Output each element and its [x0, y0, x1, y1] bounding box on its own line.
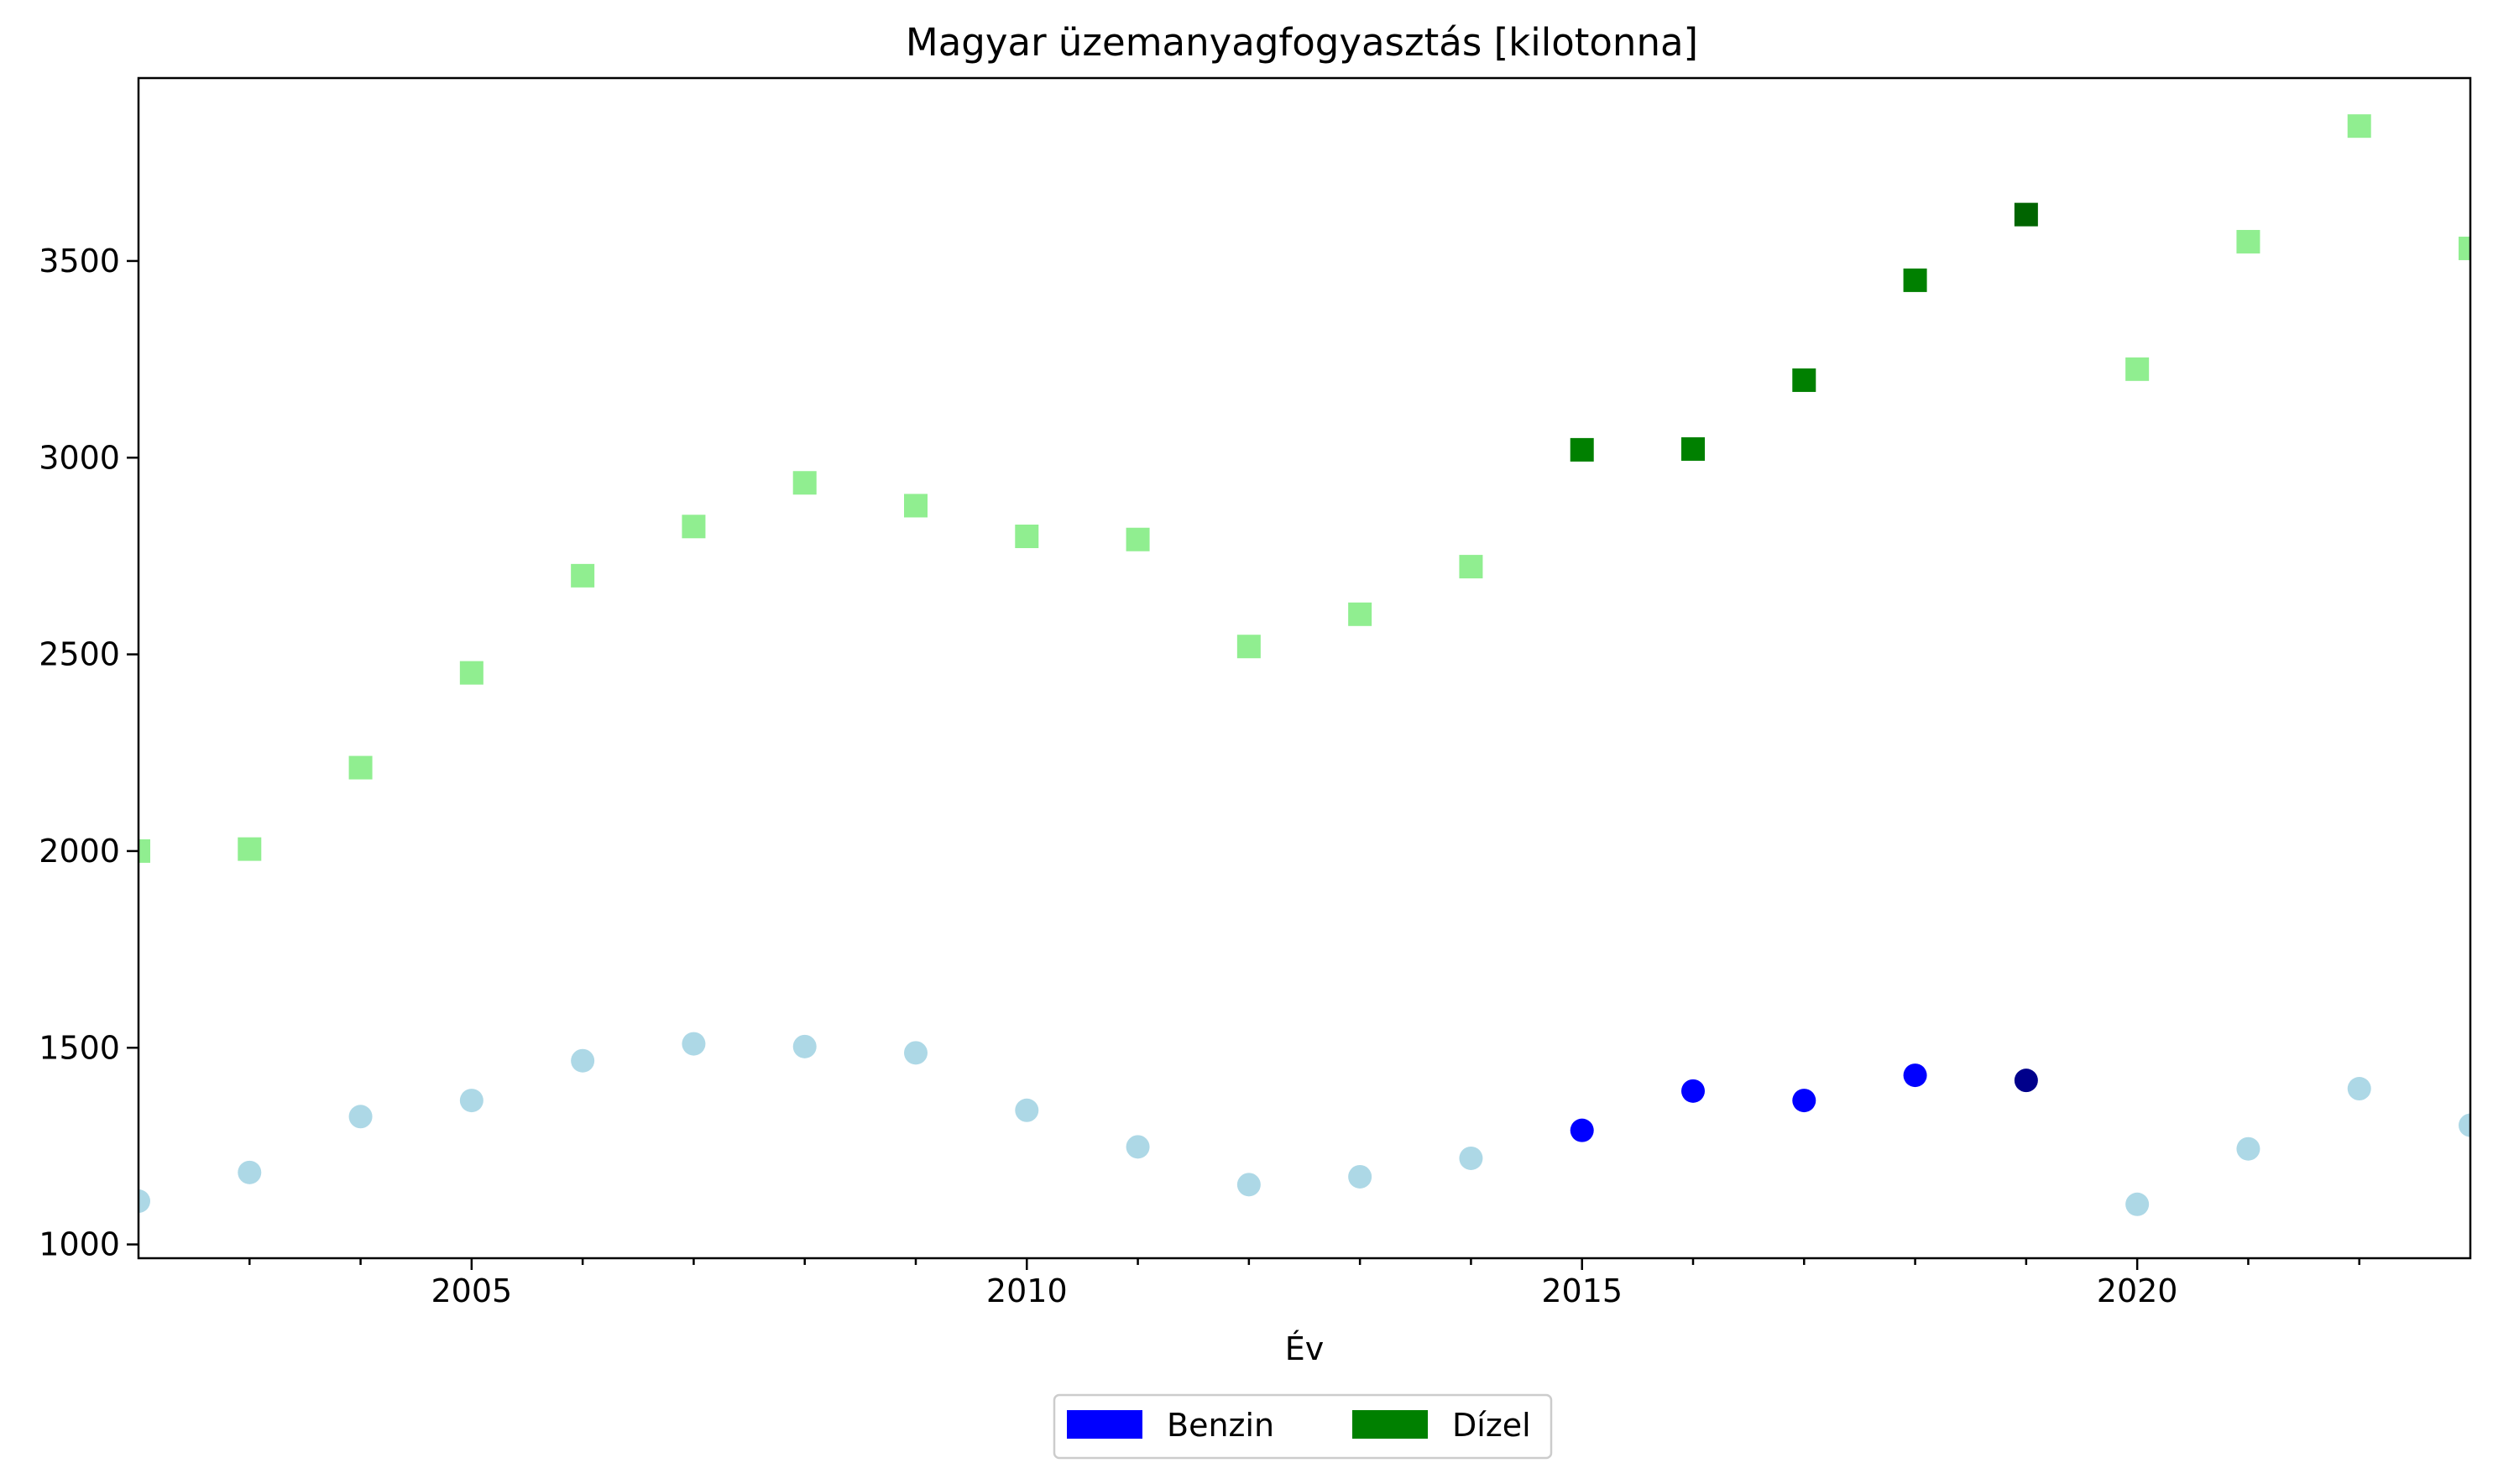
point-benzin-2015: [1570, 1118, 1594, 1142]
point-dizel-2022: [2347, 114, 2371, 138]
point-dizel-2007: [682, 515, 706, 539]
chart-title: Magyar üzemanyagfogyasztás [kilotonna]: [906, 20, 1698, 65]
x-axis-label: Év: [1285, 1330, 1325, 1367]
point-dizel-2015: [1570, 437, 1594, 462]
point-dizel-2004: [348, 755, 373, 780]
legend-label-benzin: Benzin: [1167, 1407, 1274, 1444]
y-tick-label-2500: 2500: [39, 636, 120, 673]
data-points: [138, 114, 2470, 1216]
point-dizel-2014: [1459, 555, 1483, 579]
point-dizel-2020: [2125, 357, 2150, 381]
point-dizel-2003: [238, 837, 262, 861]
point-benzin-2016: [1681, 1079, 1705, 1103]
point-benzin-2004: [348, 1105, 373, 1129]
legend-label-dizel: Dízel: [1452, 1407, 1531, 1444]
point-benzin-2014: [1459, 1146, 1483, 1170]
x-tick-label-2015: 2015: [1541, 1272, 1623, 1309]
point-dizel-2011: [1126, 527, 1150, 551]
point-benzin-2017: [1792, 1089, 1816, 1113]
point-benzin-2002: [138, 1189, 150, 1214]
y-tick-label-2000: 2000: [39, 833, 120, 870]
point-dizel-2016: [1681, 436, 1705, 461]
legend-swatch-dizel: [1352, 1410, 1428, 1439]
point-benzin-2008: [792, 1034, 817, 1058]
point-dizel-2006: [571, 563, 595, 588]
point-benzin-2005: [459, 1089, 483, 1113]
point-dizel-2021: [2236, 229, 2260, 253]
point-benzin-2023: [2459, 1113, 2470, 1137]
axis-ticks: 2005 2010 2015 2020 1000 1500 2000 2500 3000 3500: [39, 243, 2360, 1309]
legend: Benzin Dízel: [1053, 1393, 1553, 1460]
x-tick-label-2005: 2005: [431, 1272, 512, 1309]
y-tick-label-1500: 1500: [39, 1029, 120, 1066]
point-dizel-2009: [904, 494, 928, 518]
point-benzin-2009: [904, 1041, 928, 1065]
point-benzin-2022: [2347, 1077, 2371, 1101]
plot-area-frame: [137, 76, 2472, 1260]
point-dizel-2012: [1236, 635, 1261, 659]
point-benzin-2003: [238, 1160, 262, 1184]
point-benzin-2011: [1126, 1135, 1150, 1159]
point-benzin-2006: [571, 1048, 595, 1073]
y-tick-label-3500: 3500: [39, 243, 120, 280]
point-dizel-2008: [792, 471, 817, 495]
x-tick-label-2020: 2020: [2097, 1272, 2178, 1309]
legend-swatch-benzin: [1067, 1410, 1142, 1439]
point-benzin-2012: [1236, 1173, 1261, 1197]
point-benzin-2020: [2125, 1192, 2150, 1216]
point-dizel-2002: [138, 839, 150, 863]
point-benzin-2021: [2236, 1137, 2260, 1161]
point-benzin-2019: [2014, 1069, 2038, 1093]
point-dizel-2005: [459, 661, 483, 685]
point-dizel-2010: [1015, 524, 1039, 548]
point-dizel-2019: [2014, 202, 2038, 227]
point-dizel-2018: [1903, 268, 1927, 292]
point-benzin-2010: [1015, 1098, 1039, 1122]
point-benzin-2007: [682, 1032, 706, 1056]
y-tick-label-3000: 3000: [39, 439, 120, 476]
point-dizel-2017: [1792, 368, 1816, 392]
point-dizel-2013: [1348, 602, 1372, 626]
x-tick-label-2010: 2010: [986, 1272, 1068, 1309]
point-dizel-2023: [2459, 236, 2470, 260]
y-tick-label-1000: 1000: [39, 1226, 120, 1263]
point-benzin-2013: [1348, 1164, 1372, 1189]
point-benzin-2018: [1903, 1063, 1927, 1088]
